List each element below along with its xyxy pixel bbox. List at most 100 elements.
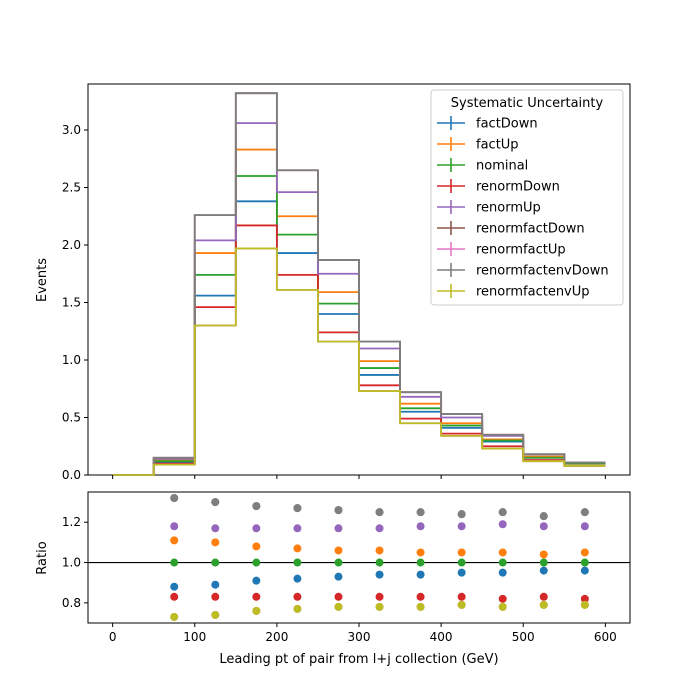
x-tick-label: 0 [109, 630, 117, 644]
ratio-plot-frame [87, 491, 631, 624]
legend-label-renormfactDown: renormfactDown [476, 222, 585, 237]
histogram-renormfactenvUp [112, 247, 606, 476]
ratio-point-renormDown [252, 592, 261, 601]
ratio-point-renormUp [170, 522, 179, 531]
ratio-point-renormfactenvUp [170, 612, 179, 621]
ratio-point-nominal [416, 558, 425, 567]
legend-items: factDown factUp nominal renormDown renormUp r… [437, 116, 609, 300]
main-y-tick-label: 2.0 [62, 238, 81, 252]
ratio-point-factDown [580, 566, 589, 575]
ratio-point-renormDown [375, 592, 384, 601]
ratio-point-nominal [211, 558, 220, 567]
ratio-point-factUp [293, 544, 302, 553]
ratio-point-factDown [211, 580, 220, 589]
ratio-point-renormDown [211, 592, 220, 601]
x-tick-label: 600 [594, 630, 617, 644]
ratio-point-factDown [498, 568, 507, 577]
ratio-point-renormfactenvUp [211, 610, 220, 619]
ratio-y-tick-label: 1.0 [62, 556, 81, 570]
ratio-point-renormUp [334, 524, 343, 533]
ratio-point-renormDown [539, 592, 548, 601]
ratio-point-factDown [170, 582, 179, 591]
ratio-point-renormfactenvUp [498, 602, 507, 611]
ratio-y-axis-label: Ratio [35, 541, 50, 574]
ratio-point-renormfactenvDown [416, 508, 425, 517]
ratio-point-renormDown [498, 594, 507, 603]
legend-title: Systematic Uncertainty [451, 96, 604, 111]
ratio-point-renormDown [457, 592, 466, 601]
ratio-point-factUp [211, 538, 220, 547]
ratio-point-renormfactenvUp [580, 600, 589, 609]
ratio-point-nominal [457, 558, 466, 567]
main-histogram-steps [112, 92, 606, 476]
ratio-point-nominal [293, 558, 302, 567]
main-y-tick-label: 0.5 [62, 411, 81, 425]
x-axis-label: Leading pt of pair from l+j collection (… [219, 652, 498, 667]
ratio-point-renormUp [457, 522, 466, 531]
ratio-point-renormUp [252, 524, 261, 533]
ratio-point-factUp [416, 548, 425, 557]
ratio-point-renormfactenvDown [580, 508, 589, 517]
ratio-point-renormfactenvUp [539, 600, 548, 609]
main-x-axis-ticks [112, 475, 606, 479]
legend-box [430, 89, 624, 306]
ratio-point-factUp [457, 548, 466, 557]
ratio-point-renormDown [293, 592, 302, 601]
ratio-point-nominal [334, 558, 343, 567]
ratio-point-renormfactenvUp [416, 602, 425, 611]
ratio-point-factUp [375, 546, 384, 555]
legend-label-renormDown: renormDown [476, 180, 560, 195]
main-y-axis-ticks: 0.0 0.5 1.0 1.5 2.0 2.5 3.0 [62, 123, 88, 482]
ratio-point-nominal [498, 558, 507, 567]
ratio-plot-area: 0.8 1.0 1.2 0 100 200 300 400 500 600 Ratio Lead… [35, 491, 631, 667]
legend-label-factUp: factUp [476, 138, 519, 153]
ratio-point-renormDown [580, 594, 589, 603]
ratio-point-factUp [170, 536, 179, 545]
ratio-y-axis-ticks: 0.8 1.0 1.2 [62, 515, 88, 610]
ratio-point-renormfactenvUp [375, 602, 384, 611]
main-y-tick-label: 3.0 [62, 123, 81, 137]
ratio-point-factUp [498, 548, 507, 557]
x-tick-label: 500 [512, 630, 535, 644]
legend-label-renormUp: renormUp [476, 201, 541, 216]
main-y-tick-label: 1.0 [62, 353, 81, 367]
ratio-point-renormfactenvUp [252, 606, 261, 615]
ratio-point-renormDown [334, 592, 343, 601]
ratio-x-axis-ticks: 0 100 200 300 400 500 600 [109, 623, 617, 644]
ratio-point-renormDown [416, 592, 425, 601]
ratio-point-renormUp [211, 524, 220, 533]
ratio-point-factDown [375, 570, 384, 579]
ratio-point-renormfactenvUp [457, 600, 466, 609]
ratio-point-factUp [334, 546, 343, 555]
ratio-point-factUp [539, 550, 548, 559]
ratio-point-renormUp [498, 520, 507, 529]
ratio-point-renormfactenvDown [170, 494, 179, 503]
legend-label-renormfactUp: renormfactUp [476, 243, 566, 258]
ratio-point-factDown [539, 566, 548, 575]
legend-label-renormfactenvDown: renormfactenvDown [476, 264, 609, 279]
ratio-point-renormfactenvUp [334, 602, 343, 611]
ratio-point-renormfactenvDown [252, 502, 261, 511]
ratio-point-renormfactenvDown [211, 498, 220, 507]
ratio-point-renormfactenvUp [293, 604, 302, 613]
ratio-point-factDown [252, 576, 261, 585]
ratio-y-tick-label: 1.2 [62, 515, 81, 529]
ratio-point-factUp [580, 548, 589, 557]
legend-label-renormfactenvUp: renormfactenvUp [476, 285, 590, 300]
ratio-point-factDown [293, 574, 302, 583]
main-y-tick-label: 2.5 [62, 181, 81, 195]
ratio-point-nominal [170, 558, 179, 567]
ratio-point-nominal [375, 558, 384, 567]
x-tick-label: 100 [183, 630, 206, 644]
ratio-point-renormUp [539, 522, 548, 531]
main-y-axis-label: Events [35, 258, 50, 302]
legend: Systematic Uncertainty factDown factUp nom… [430, 89, 624, 306]
main-plot-area: 0.0 0.5 1.0 1.5 2.0 2.5 3.0 Events [35, 83, 631, 482]
ratio-point-renormUp [580, 522, 589, 531]
ratio-point-nominal [252, 558, 261, 567]
ratio-point-renormDown [170, 592, 179, 601]
ratio-points [170, 494, 589, 621]
ratio-point-factUp [252, 542, 261, 551]
ratio-point-factDown [334, 572, 343, 581]
